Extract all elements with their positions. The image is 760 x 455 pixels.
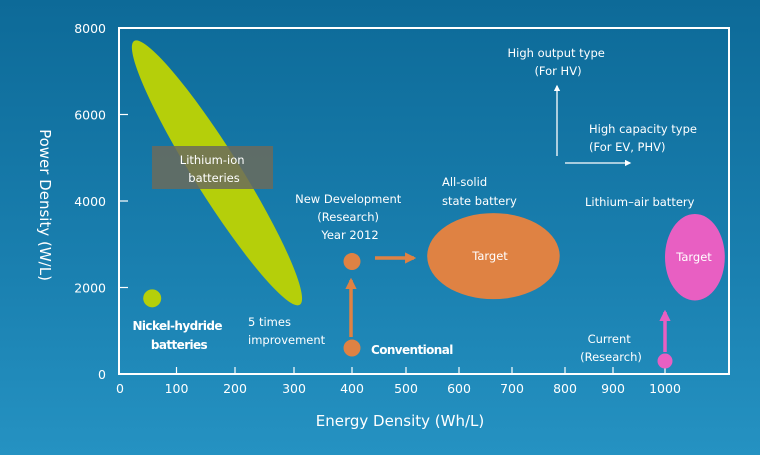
x-tick-label: 400 — [340, 381, 364, 396]
conventional-point — [343, 339, 361, 357]
nickel-hydride-point — [143, 289, 162, 308]
lithium-ion-label: Lithium-ion batteries — [180, 153, 248, 185]
lithium-air-label: Lithium–air battery — [585, 195, 695, 209]
x-tick-label: 100 — [165, 381, 189, 396]
y-tick-label: 6000 — [74, 108, 106, 123]
y-tick-label: 8000 — [74, 21, 106, 36]
conventional-label: Conventional — [371, 343, 453, 357]
lithium-air-region — [665, 213, 725, 301]
x-tick-label: 300 — [282, 381, 306, 396]
all-solid-state-region — [427, 213, 560, 300]
current-research-label: Current (Research) — [580, 332, 642, 364]
x-tick-label: 200 — [223, 381, 247, 396]
high-capacity-label: High capacity type (For EV, PHV) — [589, 122, 701, 154]
lithium-ion-label-box — [152, 146, 273, 189]
x-tick-label: 700 — [500, 381, 524, 396]
x-tick-label: 500 — [394, 381, 418, 396]
axis-ticks: 0 100 200 300 400 500 600 700 800 900 1000 0 2000 400… — [74, 21, 681, 396]
x-tick-label: 800 — [553, 381, 577, 396]
y-tick-label: 4000 — [74, 194, 106, 209]
improvement-label: 5 times improvement — [248, 315, 326, 347]
nickel-hydride-label: Nickel-hydride batteries — [132, 319, 225, 352]
y-axis-label: Power Density (W/L) — [36, 129, 54, 281]
all-solid-label: All-solid state battery — [442, 175, 517, 208]
air-target-label: Target — [675, 250, 712, 264]
new-development-label: New Development (Research) Year 2012 — [295, 192, 405, 242]
x-tick-label: 600 — [447, 381, 471, 396]
new-development-point — [343, 253, 361, 271]
y-tick-label: 2000 — [74, 281, 106, 296]
x-axis-label: Energy Density (Wh/L) — [316, 412, 485, 430]
x-tick-label: 0 — [116, 381, 124, 396]
high-output-label: High output type (For HV) — [507, 46, 608, 78]
x-tick-label: 1000 — [649, 381, 681, 396]
solid-target-label: Target — [471, 249, 508, 263]
x-tick-label: 900 — [601, 381, 625, 396]
y-tick-label: 0 — [98, 367, 106, 382]
current-research-point — [657, 353, 673, 369]
